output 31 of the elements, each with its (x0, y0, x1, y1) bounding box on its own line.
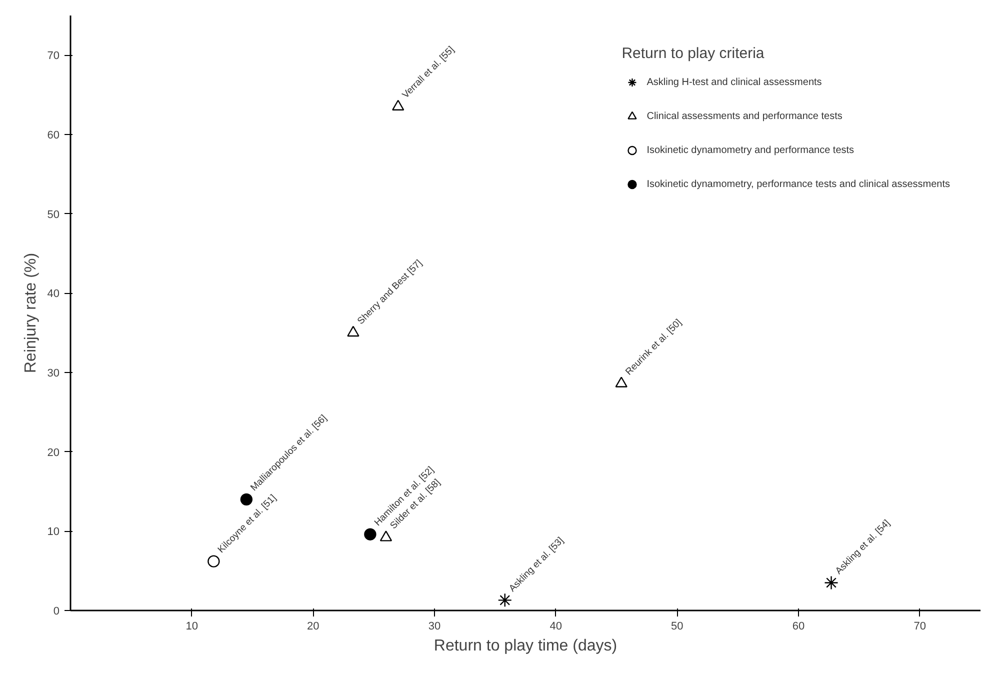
x-tick-label: 50 (671, 620, 684, 632)
legend-label: Isokinetic dynamometry and performance tests (646, 144, 854, 156)
point (347, 326, 360, 337)
point (240, 493, 253, 506)
point (824, 576, 838, 590)
legend-label: Askling H-test and clinical assessments (646, 76, 822, 88)
y-tick-label: 40 (47, 288, 60, 300)
x-tick-label: 70 (914, 620, 926, 632)
y-tick-label: 30 (47, 368, 60, 380)
x-tick-label: 30 (428, 620, 441, 632)
point (615, 376, 628, 388)
point (208, 555, 220, 568)
y-axis-title: Reinjury rate (%) (22, 252, 40, 374)
x-tick-label: 60 (792, 620, 805, 632)
point (364, 528, 376, 540)
y-tick-label: 10 (47, 526, 60, 538)
legend-title: Return to play criteria (622, 45, 766, 62)
x-axis-title: Return to play time (days) (434, 638, 618, 654)
x-tick-label: 10 (186, 620, 198, 632)
y-tick-label: 60 (47, 130, 60, 142)
x-tick-label: 40 (550, 620, 562, 632)
y-tick-label: 50 (47, 208, 60, 221)
legend-label: Clinical assessments and performance tests (646, 110, 842, 122)
y-tick-label: 0 (53, 606, 60, 618)
legend-label: Isokinetic dynamometry, performance tests and clinical assessments (646, 178, 950, 190)
y-tick-label: 20 (47, 446, 60, 459)
y-tick-label: 70 (47, 50, 60, 62)
point (498, 593, 512, 608)
point (392, 100, 404, 111)
point (380, 530, 392, 542)
x-tick-label: 20 (307, 620, 320, 632)
